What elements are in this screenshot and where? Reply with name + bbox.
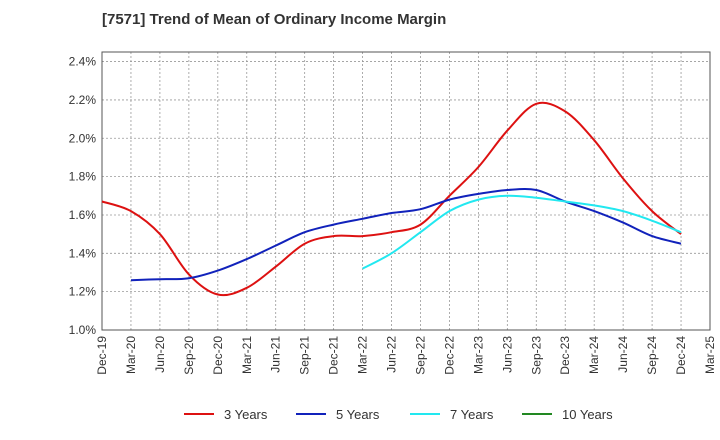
y-axis: 1.0% 1.2% 1.4% 1.6% 1.8% 2.0% 2.2% 2.4% (69, 55, 97, 337)
x-tick-label: Dec-24 (674, 336, 688, 375)
x-tick-label: Dec-23 (558, 336, 572, 375)
legend: 3 Years 5 Years 7 Years 10 Years (184, 407, 613, 422)
y-tick-label: 2.4% (69, 55, 97, 69)
series-lines (101, 101, 682, 297)
legend-label-10-years: 10 Years (562, 407, 613, 422)
y-tick-label: 2.0% (69, 131, 97, 145)
y-tick-label: 2.2% (69, 93, 97, 107)
y-tick-label: 1.2% (69, 285, 97, 299)
x-tick-label: Mar-20 (124, 336, 138, 374)
x-tick-label: Sep-24 (645, 336, 659, 375)
x-tick-label: Jun-21 (269, 336, 283, 373)
legend-label-5-years: 5 Years (336, 407, 380, 422)
y-tick-label: 1.8% (69, 170, 97, 184)
grid (102, 52, 710, 330)
x-tick-label: Dec-19 (95, 336, 109, 375)
x-tick-label: Sep-21 (298, 336, 312, 375)
x-tick-label: Jun-22 (385, 336, 399, 373)
legend-label-3-years: 3 Years (224, 407, 268, 422)
series-line-7-years (362, 194, 682, 270)
x-tick-label: Jun-23 (500, 336, 514, 373)
series-line-5-years (130, 188, 682, 282)
x-tick-label: Dec-20 (211, 336, 225, 375)
legend-label-7-years: 7 Years (450, 407, 494, 422)
x-tick-label: Mar-21 (240, 336, 254, 374)
x-axis: Dec-19 Mar-20 Jun-20 Sep-20 Dec-20 Mar-21 Jun-… (95, 336, 717, 375)
x-tick-label: Sep-20 (182, 336, 196, 375)
x-tick-label: Dec-22 (442, 336, 456, 375)
x-tick-label: Jun-24 (616, 336, 630, 373)
plot-frame (101, 51, 711, 331)
chart-title: [7571] Trend of Mean of Ordinary Income … (102, 11, 446, 28)
x-tick-label: Mar-25 (703, 336, 717, 374)
x-tick-label: Sep-23 (529, 336, 543, 375)
x-tick-label: Sep-22 (413, 336, 427, 375)
x-tick-label: Mar-24 (587, 336, 601, 374)
y-tick-label: 1.6% (69, 208, 97, 222)
series-line-3-years (101, 101, 682, 297)
x-tick-label: Dec-21 (327, 336, 341, 375)
x-tick-label: Jun-20 (153, 336, 167, 373)
x-tick-label: Mar-23 (471, 336, 485, 374)
x-tick-label: Mar-22 (356, 336, 370, 374)
y-tick-label: 1.0% (69, 323, 97, 337)
y-tick-label: 1.4% (69, 246, 97, 260)
